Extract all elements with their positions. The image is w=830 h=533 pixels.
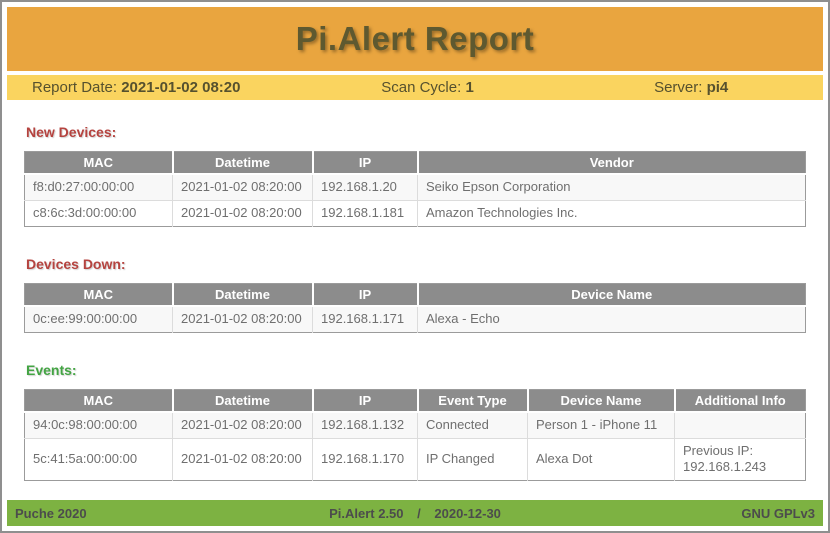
cell-datetime: 2021-01-02 08:20:00 (172, 173, 313, 201)
table-header-row: MAC Datetime IP Event Type Device Name A… (24, 389, 806, 413)
cell-mac: 5c:41:5a:00:00:00 (24, 437, 173, 481)
report-date-value: 2021-01-02 08:20 (121, 79, 241, 96)
page-title: Pi.Alert Report (295, 20, 535, 57)
new-devices-table: MAC Datetime IP Vendor f8:d0:27:00:00:00… (24, 151, 806, 227)
cell-vendor: Amazon Technologies Inc. (417, 199, 806, 227)
server-label: Server: (654, 79, 703, 96)
report-date-label: Report Date: (32, 79, 118, 96)
cell-additional-info: Previous IP: 192.168.1.243 (674, 437, 806, 481)
scan-cycle-value: 1 (465, 79, 474, 96)
new-devices-heading: New Devices: (26, 124, 117, 140)
column-header-device-name: Device Name (416, 283, 806, 307)
cell-vendor: Seiko Epson Corporation (417, 173, 806, 201)
server-value: pi4 (706, 79, 729, 96)
cell-mac: 0c:ee:99:00:00:00 (24, 305, 173, 333)
cell-datetime: 2021-01-02 08:20:00 (172, 199, 313, 227)
cell-mac: c8:6c:3d:00:00:00 (24, 199, 173, 227)
table-row: 5c:41:5a:00:00:00 2021-01-02 08:20:00 19… (24, 437, 806, 481)
column-header-ip: IP (311, 389, 418, 413)
table-row: 94:0c:98:00:00:00 2021-01-02 08:20:00 19… (24, 411, 806, 439)
devices-down-table: MAC Datetime IP Device Name 0c:ee:99:00:… (24, 282, 806, 333)
section-new-devices: New Devices: MAC Datetime IP Vendor f8:d… (24, 124, 806, 227)
cell-ip: 192.168.1.171 (312, 305, 418, 333)
cell-mac: f8:d0:27:00:00:00 (24, 173, 173, 201)
column-header-event-type: Event Type (416, 389, 528, 413)
column-header-ip: IP (311, 151, 418, 175)
column-header-additional-info: Additional Info (673, 389, 806, 413)
column-header-datetime: Datetime (171, 389, 313, 413)
footer-version-info: Pi.Alert 2.50 / 2020-12-30 (282, 506, 549, 521)
cell-device-name: Alexa Dot (527, 437, 675, 481)
footer-build-date: 2020-12-30 (434, 505, 501, 521)
column-header-ip: IP (311, 283, 418, 307)
footer-author: Puche 2020 (15, 505, 87, 521)
cell-device-name: Person 1 - iPhone 11 (527, 411, 675, 439)
section-events: Events: MAC Datetime IP Event Type Devic… (24, 362, 806, 482)
cell-ip: 192.168.1.170 (312, 437, 418, 481)
report-date: Report Date: 2021-01-02 08:20 (7, 79, 296, 96)
cell-datetime: 2021-01-02 08:20:00 (172, 411, 313, 439)
footer-separator: / (417, 505, 421, 521)
cell-mac: 94:0c:98:00:00:00 (24, 411, 173, 439)
column-header-vendor: Vendor (416, 151, 806, 175)
report-meta-bar: Report Date: 2021-01-02 08:20 Scan Cycle… (7, 75, 823, 100)
server: Server: pi4 (559, 79, 823, 96)
table-header-row: MAC Datetime IP Vendor (24, 151, 806, 175)
events-table: MAC Datetime IP Event Type Device Name A… (24, 388, 806, 482)
scan-cycle-label: Scan Cycle: (381, 79, 462, 96)
cell-ip: 192.168.1.20 (312, 173, 418, 201)
cell-event-type: Connected (417, 411, 528, 439)
column-header-device-name: Device Name (526, 389, 675, 413)
report-banner: Pi.Alert Report (7, 7, 823, 71)
cell-additional-info (674, 411, 806, 439)
devices-down-heading: Devices Down: (26, 255, 126, 272)
table-row: f8:d0:27:00:00:00 2021-01-02 08:20:00 19… (24, 173, 806, 201)
report-footer: Puche 2020 Pi.Alert 2.50 / 2020-12-30 GN… (7, 500, 823, 526)
table-header-row: MAC Datetime IP Device Name (24, 283, 806, 307)
cell-ip: 192.168.1.181 (312, 199, 418, 227)
column-header-datetime: Datetime (171, 151, 313, 175)
column-header-mac: MAC (24, 283, 173, 307)
column-header-mac: MAC (24, 389, 173, 413)
footer-license: GNU GPLv3 (741, 505, 816, 521)
cell-device-name: Alexa - Echo (417, 305, 806, 333)
section-devices-down: Devices Down: MAC Datetime IP Device Nam… (24, 256, 806, 333)
cell-datetime: 2021-01-02 08:20:00 (172, 305, 313, 333)
scan-cycle: Scan Cycle: 1 (296, 79, 560, 96)
events-heading: Events: (26, 361, 77, 378)
table-row: 0c:ee:99:00:00:00 2021-01-02 08:20:00 19… (24, 305, 806, 333)
column-header-mac: MAC (24, 151, 173, 175)
cell-ip: 192.168.1.132 (312, 411, 418, 439)
cell-datetime: 2021-01-02 08:20:00 (172, 437, 313, 481)
column-header-datetime: Datetime (171, 283, 313, 307)
report-content: New Devices: MAC Datetime IP Vendor f8:d… (7, 100, 823, 500)
cell-event-type: IP Changed (417, 437, 528, 481)
footer-version: Pi.Alert 2.50 (329, 505, 404, 521)
table-row: c8:6c:3d:00:00:00 2021-01-02 08:20:00 19… (24, 199, 806, 227)
